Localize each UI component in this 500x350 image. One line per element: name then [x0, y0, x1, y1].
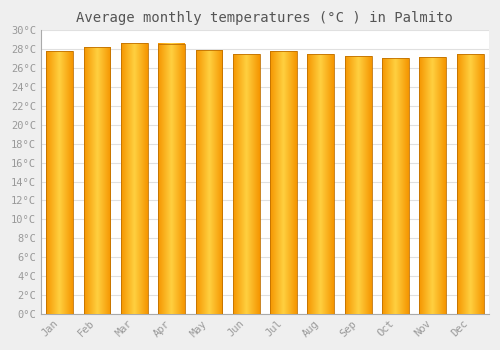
Bar: [196, 50, 222, 314]
Bar: [121, 43, 148, 314]
Bar: [270, 51, 297, 314]
Bar: [46, 51, 73, 314]
Bar: [308, 54, 334, 314]
Bar: [233, 54, 260, 314]
Bar: [345, 56, 372, 314]
Bar: [420, 57, 446, 314]
Bar: [382, 58, 409, 314]
Bar: [84, 48, 110, 314]
Title: Average monthly temperatures (°C ) in Palmito: Average monthly temperatures (°C ) in Pa…: [76, 11, 454, 25]
Bar: [457, 54, 483, 314]
Bar: [158, 44, 185, 314]
